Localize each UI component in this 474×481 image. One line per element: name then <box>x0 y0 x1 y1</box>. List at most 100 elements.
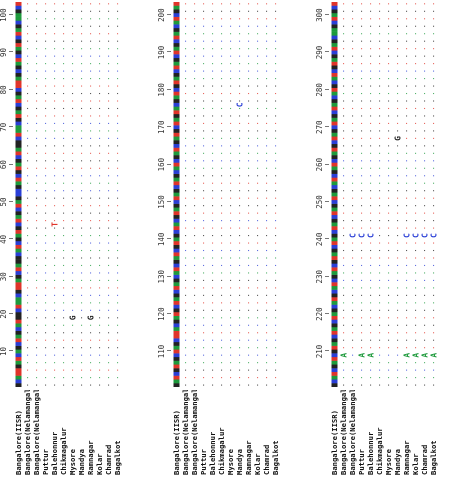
sequence-name: Chikmagalur <box>59 427 68 475</box>
match-dot <box>27 212 29 214</box>
match-dot <box>388 332 390 334</box>
match-dot <box>388 40 390 42</box>
match-dot <box>257 115 259 117</box>
reference-base <box>173 132 180 137</box>
reference-base <box>173 338 180 343</box>
match-dot <box>397 122 399 124</box>
match-dot <box>248 384 250 386</box>
match-dot <box>406 115 408 117</box>
sequence-name: Bagalkot <box>429 440 438 475</box>
match-dot <box>90 122 92 124</box>
reference-base <box>331 87 338 92</box>
tick-label: 290 <box>315 45 324 60</box>
match-dot <box>212 257 214 259</box>
match-dot <box>45 377 47 379</box>
match-dot <box>388 212 390 214</box>
reference-base <box>15 285 22 290</box>
match-dot <box>266 167 268 169</box>
match-dot <box>343 175 345 177</box>
match-dot <box>248 10 250 12</box>
reference-base <box>15 61 22 66</box>
match-dot <box>433 160 435 162</box>
match-dot <box>212 317 214 319</box>
reference-base <box>173 27 180 32</box>
match-dot <box>388 264 390 267</box>
reference-base <box>15 69 22 74</box>
match-dot <box>239 235 241 237</box>
reference-base <box>331 128 338 133</box>
variant-base: A <box>403 353 412 358</box>
reference-base <box>15 211 22 216</box>
match-dot <box>185 294 187 296</box>
match-dot <box>108 25 110 27</box>
match-dot <box>239 354 241 356</box>
match-dot <box>406 257 408 259</box>
match-dot <box>257 264 259 267</box>
match-dot <box>36 10 38 12</box>
match-dot <box>221 332 223 334</box>
match-dot <box>45 339 47 341</box>
match-dot <box>239 137 241 139</box>
match-dot <box>81 287 83 289</box>
reference-base <box>331 35 338 40</box>
match-dot <box>27 339 29 341</box>
match-dot <box>63 227 65 229</box>
match-dot <box>90 354 92 356</box>
reference-base <box>331 368 338 373</box>
match-dot <box>36 152 38 154</box>
match-dot <box>352 182 354 184</box>
match-dot <box>185 40 187 42</box>
match-dot <box>63 317 65 319</box>
match-dot <box>415 205 417 207</box>
tick-mark <box>9 14 13 16</box>
match-dot <box>239 55 241 57</box>
match-dot <box>221 3 223 5</box>
tick-mark <box>325 200 329 202</box>
match-dot <box>45 235 47 237</box>
match-dot <box>239 10 241 12</box>
reference-base <box>173 285 180 290</box>
match-dot <box>203 242 205 244</box>
match-dot <box>433 264 435 267</box>
match-dot <box>257 197 259 199</box>
match-dot <box>108 354 110 356</box>
match-dot <box>266 3 268 5</box>
match-dot <box>406 55 408 57</box>
match-dot <box>379 78 381 80</box>
match-dot <box>81 100 83 102</box>
match-dot <box>275 205 277 207</box>
match-dot <box>203 55 205 57</box>
match-dot <box>212 137 214 139</box>
match-dot <box>248 63 250 65</box>
match-dot <box>81 309 83 311</box>
match-dot <box>352 279 354 281</box>
match-dot <box>81 354 83 356</box>
match-dot <box>370 272 372 274</box>
match-dot <box>230 137 232 139</box>
match-dot <box>433 190 435 192</box>
reference-base <box>15 35 22 40</box>
reference-base <box>15 9 22 14</box>
match-dot <box>117 257 119 259</box>
match-dot <box>54 339 56 341</box>
match-dot <box>36 384 38 386</box>
match-dot <box>352 137 354 139</box>
match-dot <box>54 55 56 57</box>
match-dot <box>36 235 38 237</box>
sequence-name-column: Bangalore(IISR) Bangalore(Nelamangala) Ban… <box>330 390 438 475</box>
match-dot <box>194 235 196 237</box>
sequence-name: Mandya <box>77 449 86 475</box>
match-dot <box>230 25 232 27</box>
reference-base <box>173 91 180 96</box>
match-dot <box>397 317 399 319</box>
match-dot <box>397 339 399 341</box>
match-dot <box>45 100 47 102</box>
match-dot <box>117 3 119 5</box>
match-dot <box>90 85 92 87</box>
tick-mark <box>9 238 13 240</box>
reference-base <box>173 140 180 145</box>
reference-base <box>173 368 180 373</box>
match-dot <box>27 332 29 334</box>
match-dot <box>117 18 119 20</box>
sequence-name: Balehonnur <box>208 431 217 475</box>
